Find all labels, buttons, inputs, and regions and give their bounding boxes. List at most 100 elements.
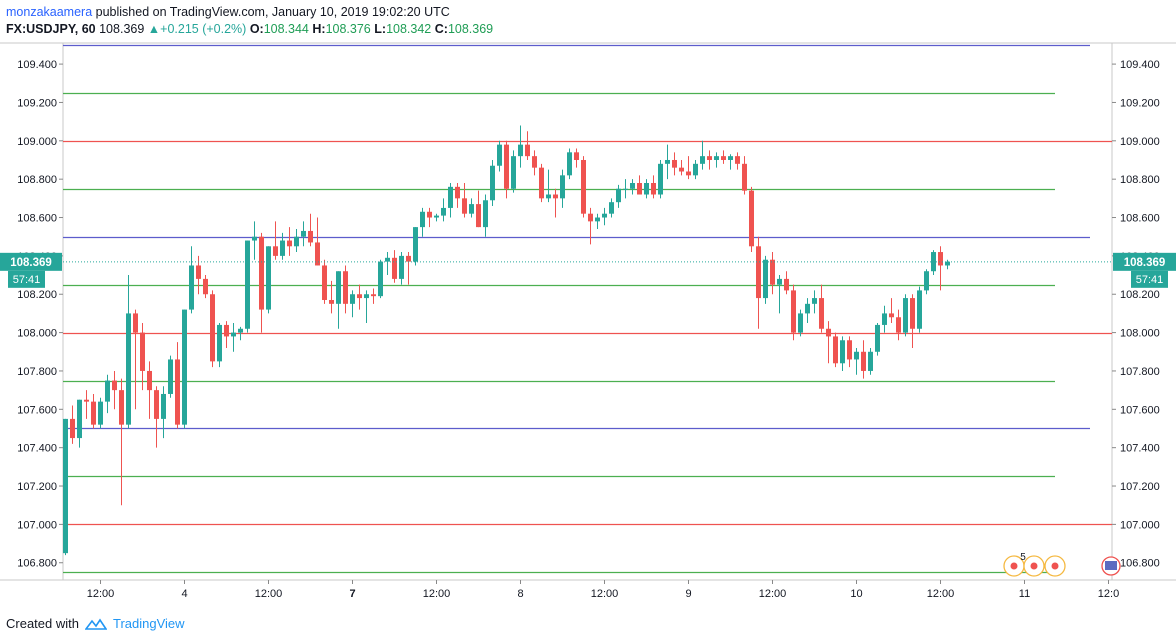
candle-body[interactable] <box>504 144 509 189</box>
candle-body[interactable] <box>112 380 117 391</box>
candle-body[interactable] <box>63 418 68 554</box>
candle-body[interactable] <box>140 332 145 371</box>
candle-body[interactable] <box>938 252 943 266</box>
candle-body[interactable] <box>245 240 250 329</box>
candle-body[interactable] <box>812 298 817 304</box>
candle-body[interactable] <box>280 240 285 256</box>
candle-body[interactable] <box>742 163 747 191</box>
candle-body[interactable] <box>889 313 894 318</box>
candle-body[interactable] <box>462 198 467 214</box>
tradingview-brand[interactable]: TradingView <box>112 616 185 631</box>
candle-body[interactable] <box>532 156 537 168</box>
candle-body[interactable] <box>721 156 726 160</box>
candle-body[interactable] <box>574 152 579 160</box>
candle-body[interactable] <box>903 298 908 333</box>
candle-body[interactable] <box>441 207 446 216</box>
candle-body[interactable] <box>287 240 292 247</box>
candle-body[interactable] <box>679 167 684 172</box>
candle-body[interactable] <box>917 290 922 329</box>
candle-body[interactable] <box>539 167 544 199</box>
candle-body[interactable] <box>469 204 474 214</box>
candle-body[interactable] <box>182 309 187 425</box>
candle-body[interactable] <box>308 230 313 243</box>
candle-body[interactable] <box>868 351 873 371</box>
candle-body[interactable] <box>756 246 761 299</box>
candle-body[interactable] <box>637 183 642 195</box>
candle-body[interactable] <box>154 390 159 419</box>
candle-body[interactable] <box>350 294 355 304</box>
candle-body[interactable] <box>161 393 166 419</box>
candle-body[interactable] <box>840 340 845 364</box>
candle-body[interactable] <box>602 213 607 218</box>
candle-body[interactable] <box>175 359 180 425</box>
candle-body[interactable] <box>896 317 901 333</box>
candle-body[interactable] <box>420 211 425 228</box>
candle-body[interactable] <box>70 418 75 439</box>
candle-body[interactable] <box>217 324 222 362</box>
candle-body[interactable] <box>301 230 306 237</box>
candle-body[interactable] <box>651 183 656 195</box>
candle-body[interactable] <box>119 390 124 425</box>
candle-body[interactable] <box>518 144 523 157</box>
candle-body[interactable] <box>483 200 488 228</box>
candle-body[interactable] <box>357 294 362 299</box>
candle-body[interactable] <box>511 156 516 189</box>
candle-body[interactable] <box>91 401 96 425</box>
candle-body[interactable] <box>854 351 859 360</box>
candle-body[interactable] <box>672 159 677 168</box>
candle-body[interactable] <box>805 303 810 314</box>
candle-body[interactable] <box>553 194 558 199</box>
candle-body[interactable] <box>210 294 215 362</box>
candle-body[interactable] <box>546 194 551 199</box>
candle-body[interactable] <box>406 255 411 262</box>
candle-body[interactable] <box>658 163 663 195</box>
candle-body[interactable] <box>665 159 670 164</box>
candle-body[interactable] <box>266 246 271 310</box>
candle-body[interactable] <box>322 265 327 300</box>
candle-body[interactable] <box>238 328 243 333</box>
candle-body[interactable] <box>749 190 754 247</box>
candle-body[interactable] <box>784 278 789 291</box>
candle-body[interactable] <box>609 202 614 214</box>
candle-body[interactable] <box>413 227 418 262</box>
candle-body[interactable] <box>252 236 257 241</box>
candle-body[interactable] <box>476 204 481 228</box>
candle-body[interactable] <box>364 294 369 299</box>
candle-body[interactable] <box>203 278 208 295</box>
candle-body[interactable] <box>847 340 852 360</box>
candle-body[interactable] <box>924 271 929 291</box>
candle-body[interactable] <box>819 298 824 329</box>
candle-body[interactable] <box>595 217 600 222</box>
candle-body[interactable] <box>707 156 712 160</box>
candle-body[interactable] <box>798 313 803 333</box>
candle-body[interactable] <box>126 313 131 425</box>
candle-body[interactable] <box>224 324 229 337</box>
candle-body[interactable] <box>378 261 383 297</box>
candle-body[interactable] <box>910 298 915 329</box>
candle-body[interactable] <box>399 255 404 279</box>
candle-body[interactable] <box>343 271 348 304</box>
candle-body[interactable] <box>336 271 341 304</box>
candle-body[interactable] <box>630 183 635 189</box>
candle-body[interactable] <box>133 313 138 333</box>
candle-body[interactable] <box>525 144 530 157</box>
candle-body[interactable] <box>315 242 320 266</box>
candle-body[interactable] <box>728 156 733 160</box>
candle-body[interactable] <box>231 332 236 337</box>
candle-body[interactable] <box>259 236 264 310</box>
candle-body[interactable] <box>588 213 593 222</box>
candle-body[interactable] <box>686 171 691 176</box>
candle-body[interactable] <box>700 156 705 164</box>
candle-body[interactable] <box>273 246 278 256</box>
candle-body[interactable] <box>581 159 586 214</box>
candle-body[interactable] <box>329 299 334 304</box>
candle-body[interactable] <box>567 152 572 176</box>
candle-body[interactable] <box>98 401 103 425</box>
candle-body[interactable] <box>763 259 768 299</box>
candle-body[interactable] <box>623 188 628 190</box>
candle-body[interactable] <box>448 186 453 208</box>
candle-body[interactable] <box>644 183 649 195</box>
candle-body[interactable] <box>434 215 439 218</box>
candle-body[interactable] <box>147 370 152 391</box>
candle-body[interactable] <box>490 165 495 201</box>
